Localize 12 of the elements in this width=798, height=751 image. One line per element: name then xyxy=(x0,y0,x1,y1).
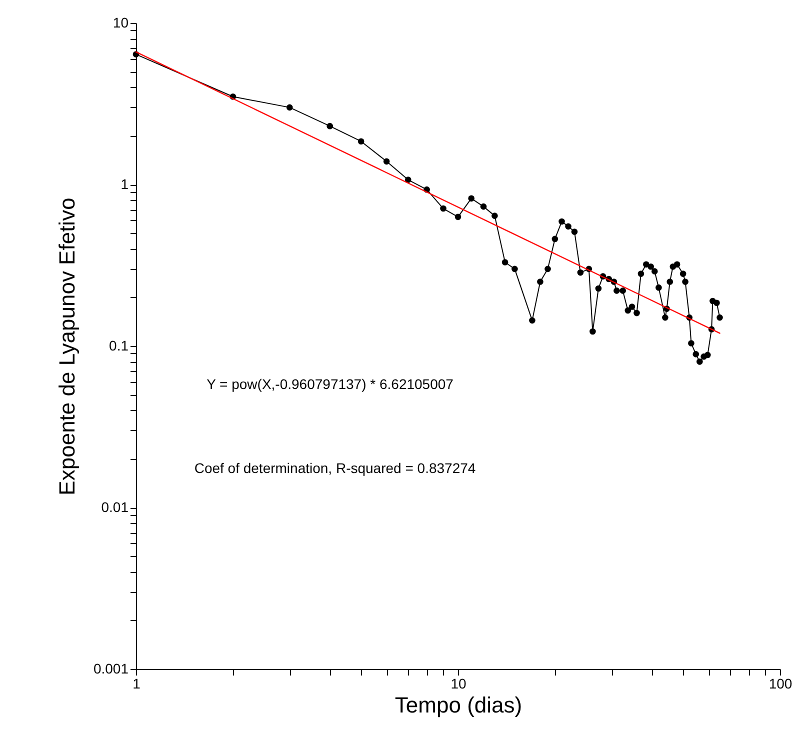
y-axis-title: Expoente de Lyapunov Efetivo xyxy=(54,198,80,496)
x-tick-label: 100 xyxy=(768,676,792,692)
y-tick-label: 10 xyxy=(112,14,129,30)
annotation: Coef of determination, R-squared = 0.837274 xyxy=(194,460,476,476)
y-tick-label: 1 xyxy=(120,176,129,192)
y-tick-label: 0.01 xyxy=(101,499,129,515)
x-tick-label: 1 xyxy=(132,676,141,692)
x-axis-title: Tempo (dias) xyxy=(394,692,522,718)
y-tick-label: 0.001 xyxy=(93,660,129,676)
y-tick-label: 0.1 xyxy=(109,338,129,354)
x-tick-label: 10 xyxy=(450,676,466,692)
annotation: Y = pow(X,-0.960797137) * 6.62105007 xyxy=(206,376,454,392)
